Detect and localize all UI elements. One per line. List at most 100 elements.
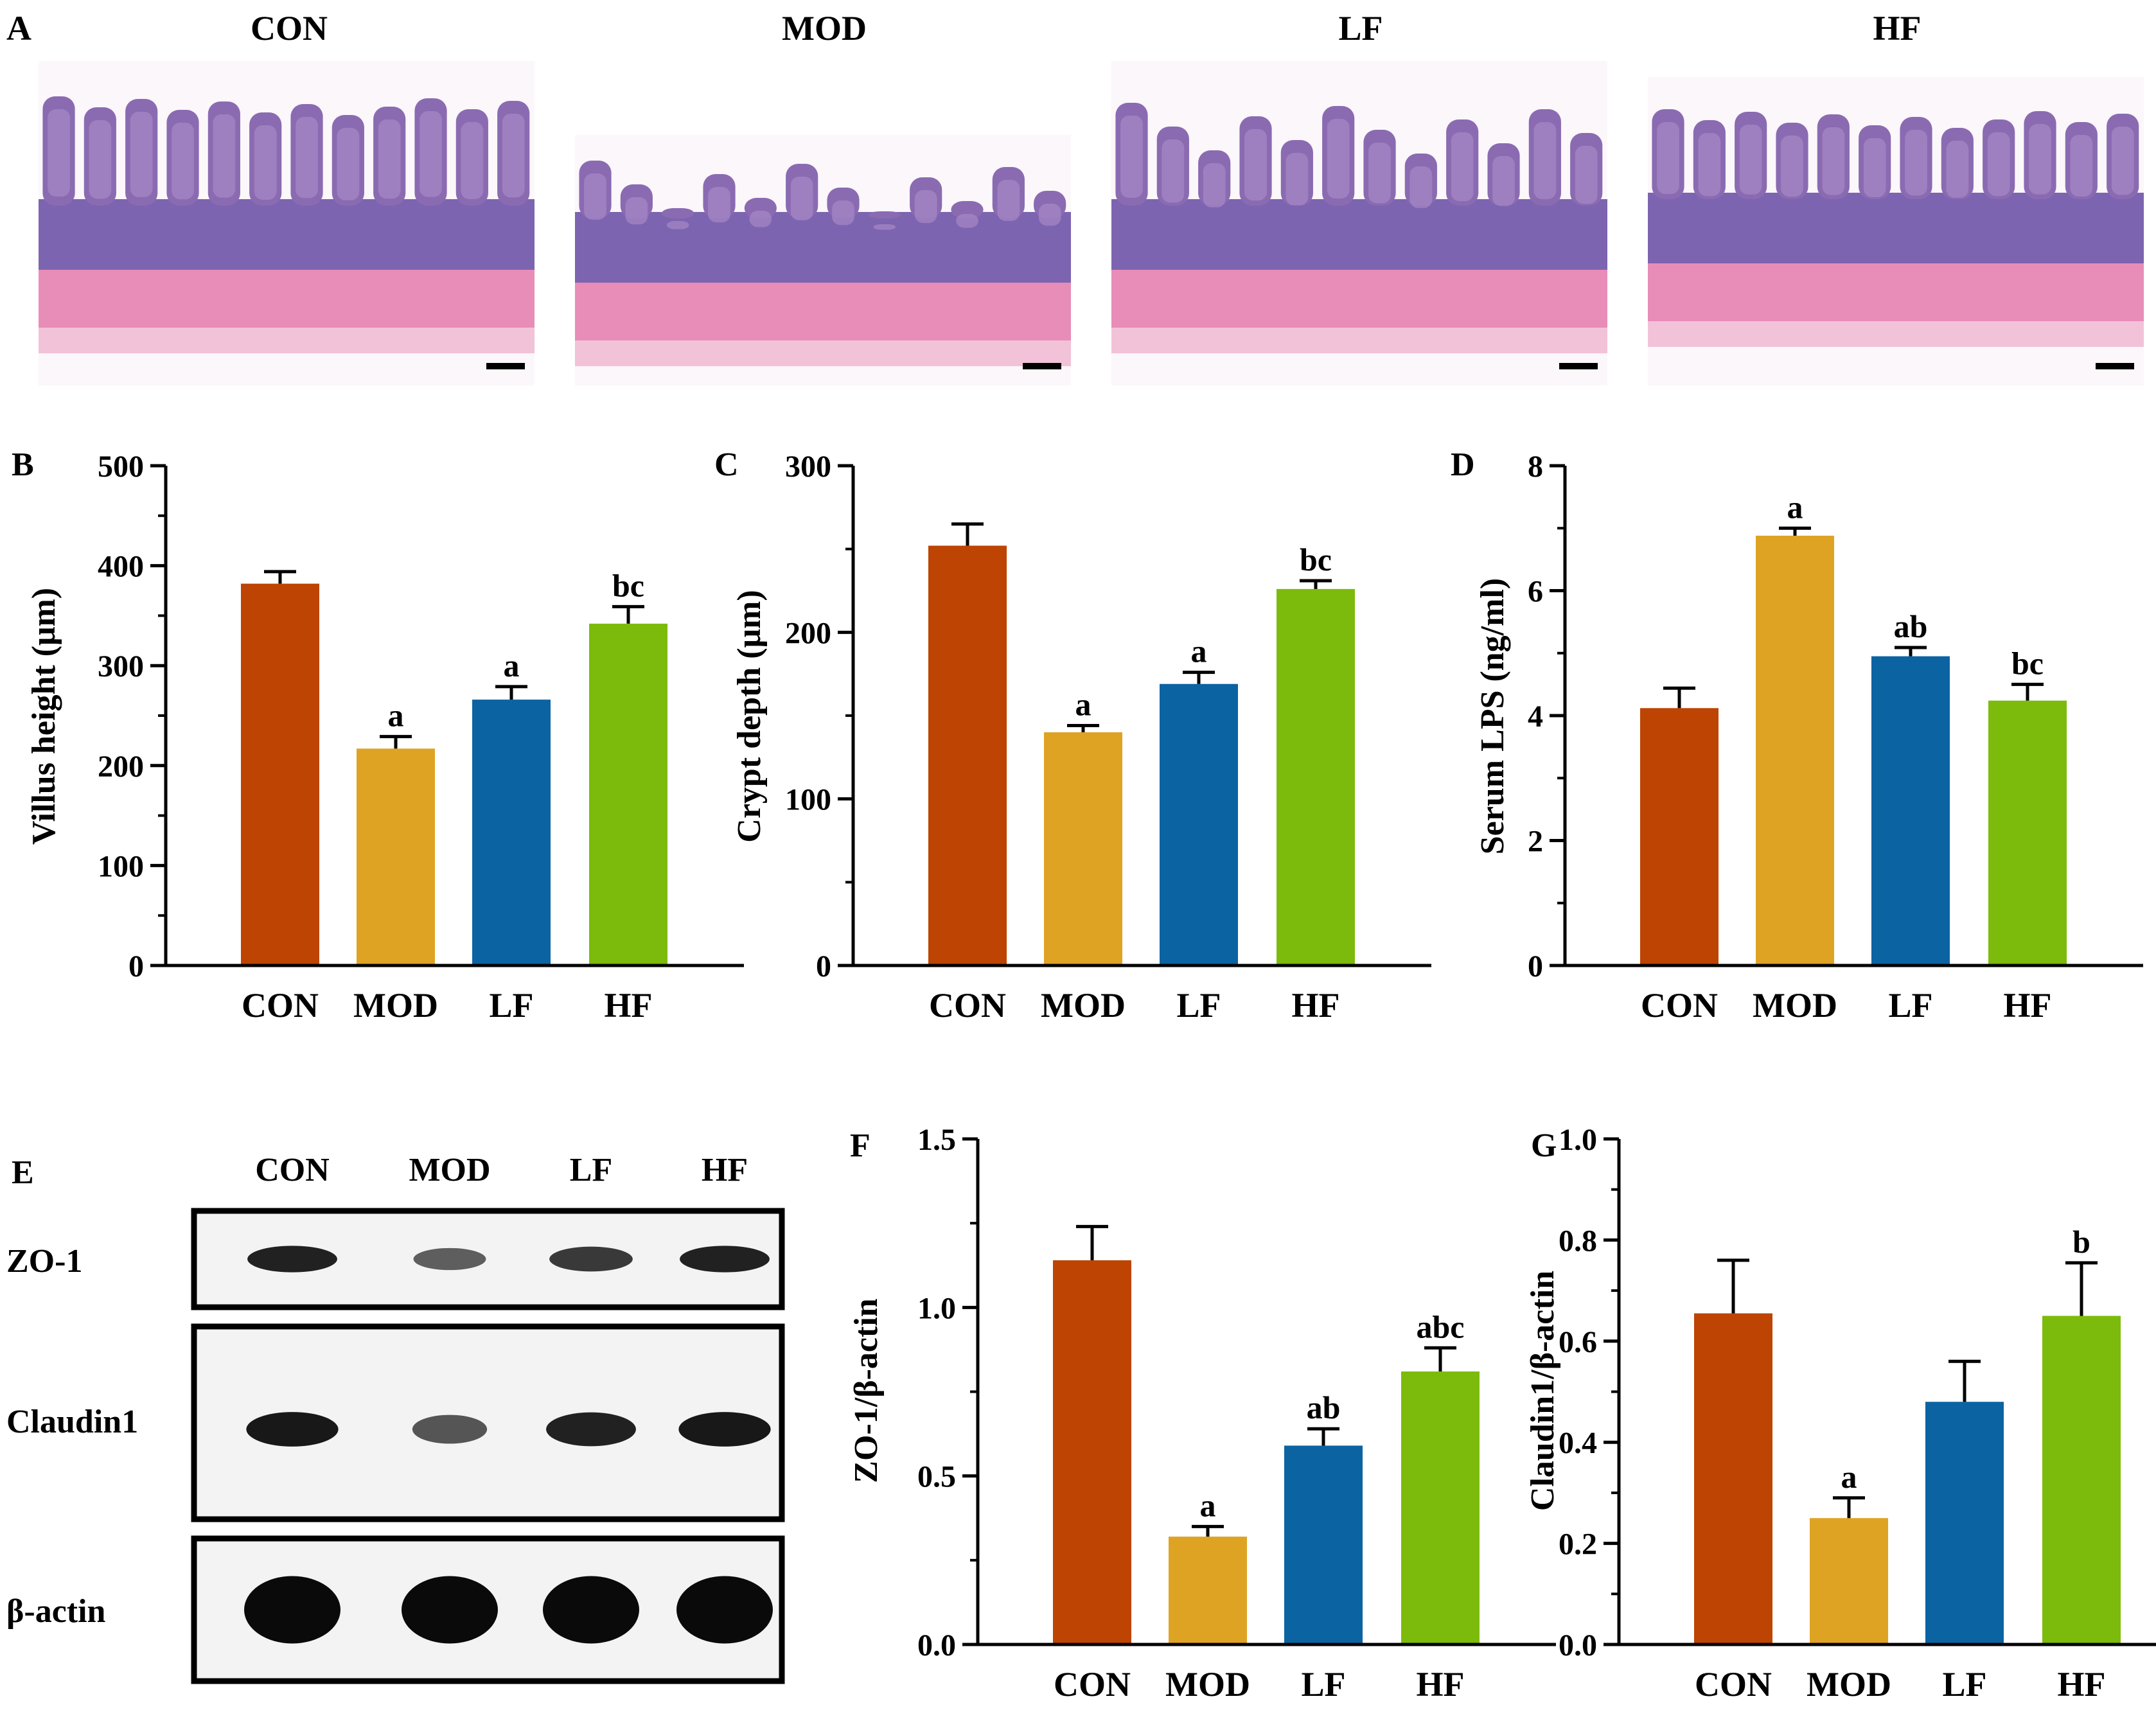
blot-row-label: Claudin1 — [6, 1404, 138, 1440]
category-label-con: CON — [929, 986, 1006, 1025]
bar-hf — [2042, 1316, 2121, 1644]
y-tick-label: 4 — [1528, 700, 1543, 734]
significance-label: ab — [1894, 608, 1928, 644]
y-tick-label: 2 — [1528, 825, 1543, 859]
villus-core — [1739, 125, 1762, 195]
category-label-lf: LF — [1942, 1665, 1986, 1704]
villus-core — [1492, 156, 1515, 206]
he-stain-micrograph-hf — [1648, 77, 2144, 385]
bar-hf — [1277, 588, 1355, 965]
blot-band — [244, 1576, 340, 1644]
bar-hf — [1401, 1371, 1480, 1644]
y-tick-label: 200 — [98, 750, 144, 784]
villus-core — [1657, 122, 1679, 194]
villus-core — [461, 122, 484, 199]
villus-core — [1863, 138, 1886, 197]
y-axis-label: Villus height (μm) — [26, 588, 62, 845]
villus-core — [1409, 166, 1433, 208]
y-tick-label: 1.0 — [1559, 1123, 1597, 1157]
serosa-layer — [39, 328, 535, 353]
panel-letter-b: B — [12, 446, 34, 483]
villus-core — [1451, 132, 1474, 202]
y-tick-label: 100 — [785, 783, 831, 817]
category-label-mod: MOD — [1165, 1665, 1250, 1704]
villus-core — [832, 200, 854, 225]
villus-core — [1905, 130, 1927, 196]
y-tick-label: 1.0 — [917, 1291, 956, 1325]
y-tick-label: 0.0 — [917, 1628, 956, 1662]
category-label-mod: MOD — [1807, 1665, 1891, 1704]
chart-g: G CON a MOD LF b HF 0.0 0.2 0.4 0.6 0.8 1.0 Claudin1/… — [1524, 1123, 2156, 1704]
significance-label: a — [1841, 1459, 1857, 1495]
bar-lf — [1284, 1445, 1363, 1644]
micrograph-con: CON — [39, 9, 535, 385]
blot-band — [676, 1576, 773, 1644]
muscle-layer — [1111, 270, 1607, 328]
bar-con — [241, 583, 319, 965]
category-label-mod: MOD — [1753, 986, 1837, 1025]
bar-con — [928, 545, 1007, 965]
bar-mod — [1044, 732, 1122, 965]
villus-core — [2070, 135, 2093, 197]
y-axis-label: ZO-1/β-actin — [848, 1298, 885, 1483]
bar-lf — [472, 700, 551, 965]
y-tick-label: 0.8 — [1559, 1224, 1597, 1258]
villus-core — [666, 221, 689, 229]
bar-lf — [1160, 683, 1238, 965]
crypt-band — [1648, 193, 2144, 263]
blot-band — [412, 1415, 488, 1444]
blot-row-zo-1: ZO-1 — [6, 1208, 785, 1310]
category-label-con: CON — [242, 986, 319, 1025]
villus-core — [997, 180, 1020, 221]
y-tick-label: 0.6 — [1559, 1325, 1597, 1359]
y-tick-label: 0.4 — [1559, 1426, 1597, 1460]
bar-mod — [357, 748, 435, 965]
lane-label-lf: LF — [570, 1152, 612, 1188]
villus-core — [1822, 127, 1845, 195]
villus — [662, 208, 694, 218]
lane-label-mod: MOD — [409, 1152, 490, 1188]
y-tick-label: 0 — [1528, 949, 1543, 983]
bar-mod — [1810, 1518, 1888, 1644]
significance-label: a — [388, 698, 404, 734]
villus-core — [914, 190, 937, 224]
villus-core — [213, 114, 236, 198]
villus-core — [790, 177, 813, 220]
chart-f: F CON a MOD ab LF abc HF 0.0 0.5 1.0 1.5 ZO-1/β-acti… — [848, 1123, 1556, 1704]
y-axis-label: Crypt depth (μm) — [731, 590, 768, 842]
villus-core — [502, 114, 525, 198]
significance-label: bc — [2011, 645, 2044, 681]
villus-core — [956, 214, 978, 228]
blot-row-claudin1: Claudin1 — [6, 1323, 785, 1522]
bar-mod — [1169, 1537, 1247, 1644]
blot-band — [413, 1247, 486, 1271]
panel-letter-c: C — [714, 446, 739, 483]
scale-bar — [486, 363, 525, 369]
villus-core — [1203, 163, 1226, 207]
micrograph-lf: LF — [1111, 9, 1607, 385]
villus-core — [1575, 146, 1598, 204]
bar-mod — [1756, 535, 1834, 965]
y-tick-label: 6 — [1528, 575, 1543, 609]
villus-core — [749, 211, 772, 227]
villus-core — [378, 119, 401, 199]
significance-label: a — [504, 648, 520, 683]
blot-row--actin: β-actin — [6, 1535, 785, 1684]
bar-con — [1694, 1313, 1772, 1644]
y-tick-label: 0 — [816, 949, 831, 983]
category-label-mod: MOD — [353, 986, 438, 1025]
villus-core — [708, 187, 730, 223]
he-stain-micrograph-con — [39, 61, 535, 385]
significance-label: a — [1200, 1487, 1216, 1523]
serosa-layer — [1648, 321, 2144, 347]
y-tick-label: 0.5 — [917, 1460, 956, 1494]
villus-core — [172, 123, 194, 200]
blot-band — [402, 1576, 498, 1644]
lane-label-hf: HF — [702, 1152, 748, 1188]
villus-core — [2029, 124, 2051, 195]
y-tick-label: 0.2 — [1559, 1528, 1597, 1562]
bar-con — [1053, 1260, 1131, 1644]
